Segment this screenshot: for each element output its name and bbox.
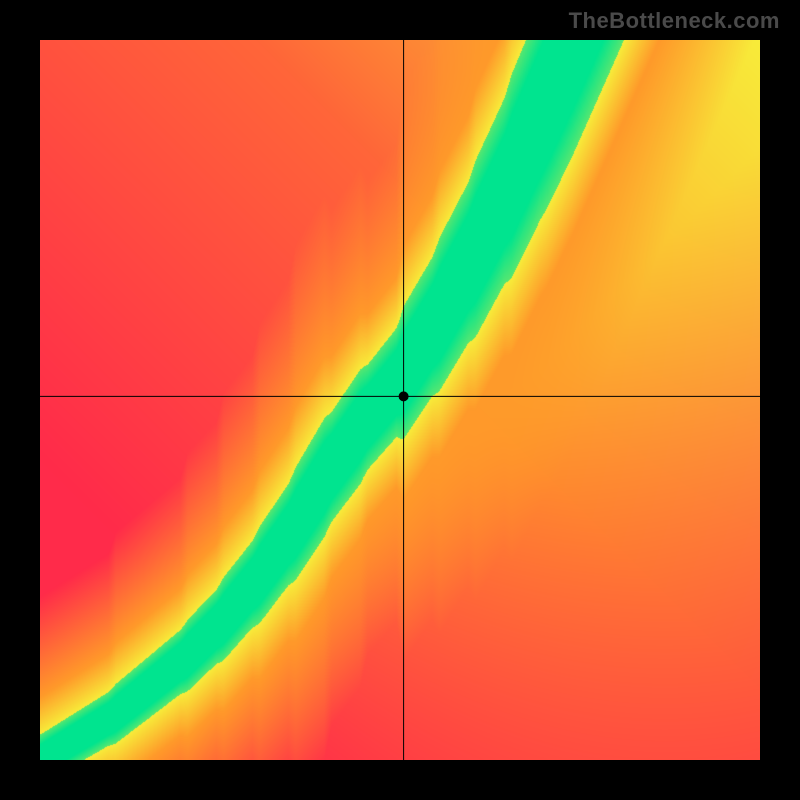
watermark-text: TheBottleneck.com	[569, 8, 780, 34]
heatmap-canvas	[40, 40, 760, 760]
